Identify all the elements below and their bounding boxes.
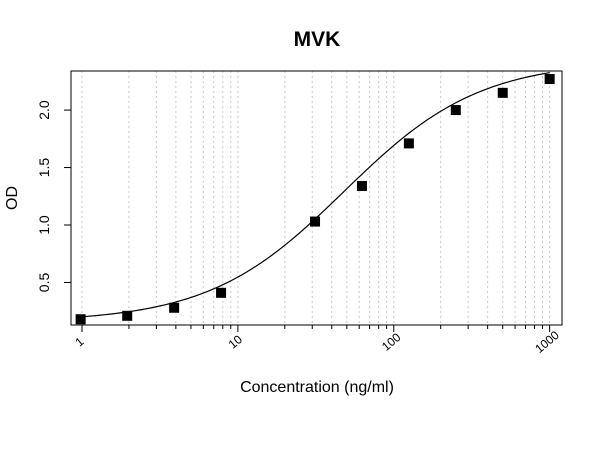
data-point [544, 74, 555, 85]
data-point [310, 216, 321, 227]
fit-curve [80, 72, 550, 318]
y-tick-label: 0.5 [36, 273, 52, 293]
y-axis: 0.5 1.0 1.5 2.0 [36, 100, 72, 293]
data-point [75, 314, 86, 325]
data-point [216, 287, 227, 298]
data-point [497, 87, 508, 98]
x-tick-label: 1000 [532, 328, 562, 356]
y-tick-label: 2.0 [36, 100, 52, 120]
y-tick-label: 1.5 [36, 158, 52, 178]
x-axis-label: Concentration (ng/ml) [240, 379, 394, 396]
chart-title: MVK [294, 28, 341, 51]
y-axis-label: OD [4, 186, 21, 210]
data-point [122, 310, 133, 321]
grid-lines [81, 71, 551, 325]
x-tick-label: 100 [379, 330, 404, 354]
y-tick-label: 1.0 [36, 215, 52, 235]
x-axis: 1 10 100 1000 [72, 324, 562, 356]
data-point [450, 105, 461, 116]
x-tick-label: 1 [72, 334, 86, 349]
plot-frame [70, 70, 563, 326]
x-tick-label: 10 [226, 332, 245, 352]
data-point [403, 138, 414, 149]
data-points [75, 74, 555, 325]
data-point [169, 302, 180, 313]
data-point [356, 180, 367, 191]
